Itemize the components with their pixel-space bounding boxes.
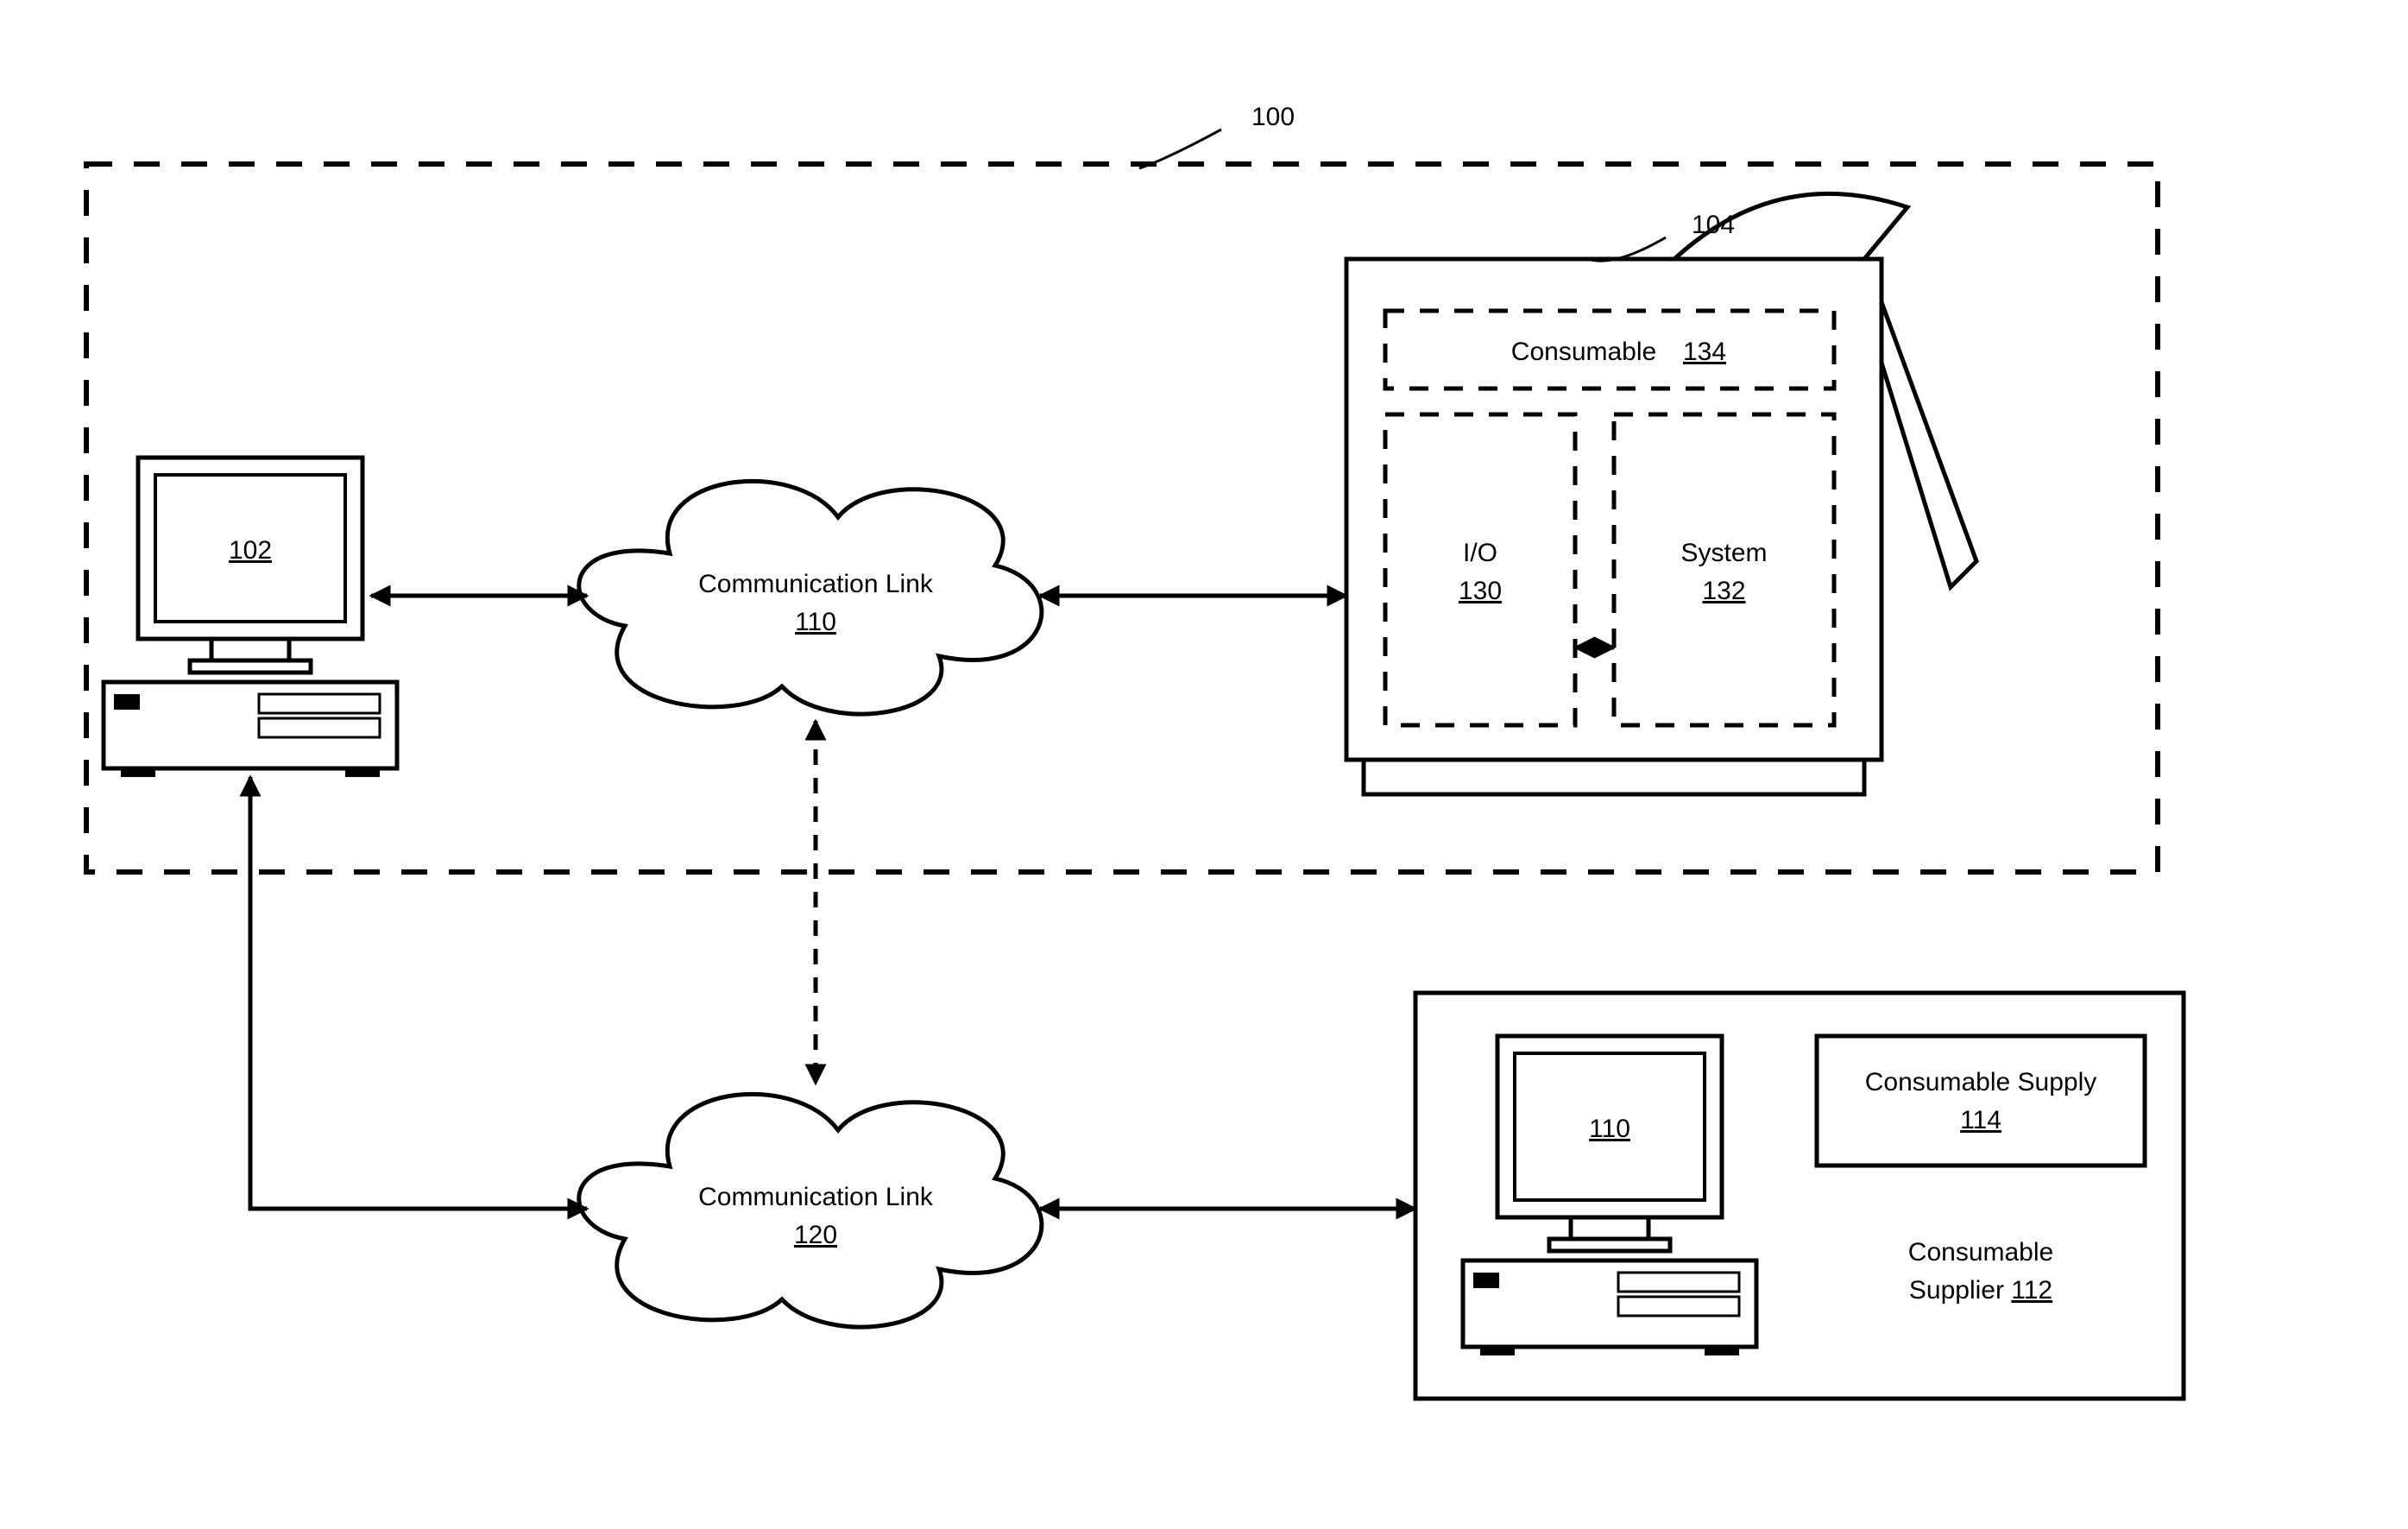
printer-device: Consumable 134 I/O 130 System 132 104 [1346,193,1976,794]
svg-text:Consumable: Consumable [1511,338,1656,366]
svg-text:102: 102 [229,536,272,565]
supplier-computer: 110 [1463,1036,1756,1355]
comm-link-bottom-label: Communication Link [698,1183,934,1211]
svg-text:100: 100 [1251,103,1295,131]
svg-text:134: 134 [1683,338,1726,366]
svg-text:114: 114 [1960,1106,2001,1134]
comm-link-bottom-ref: 120 [794,1221,837,1249]
svg-text:104: 104 [1692,211,1735,239]
client-computer: 102 [104,458,397,777]
svg-text:Consumable: Consumable [1908,1238,2053,1267]
comm-link-top-label: Communication Link [698,570,934,598]
comm-link-top-ref: 110 [795,608,836,636]
svg-text:130: 130 [1459,577,1502,605]
svg-text:Consumable Supply: Consumable Supply [1865,1068,2097,1096]
consumable-supply-box [1817,1036,2145,1166]
connection-3 [250,777,587,1209]
svg-text:132: 132 [1702,577,1745,605]
svg-text:System: System [1680,539,1767,567]
svg-text:Supplier 112: Supplier 112 [1909,1276,2052,1305]
svg-text:I/O: I/O [1463,539,1497,567]
svg-text:110: 110 [1589,1115,1630,1143]
